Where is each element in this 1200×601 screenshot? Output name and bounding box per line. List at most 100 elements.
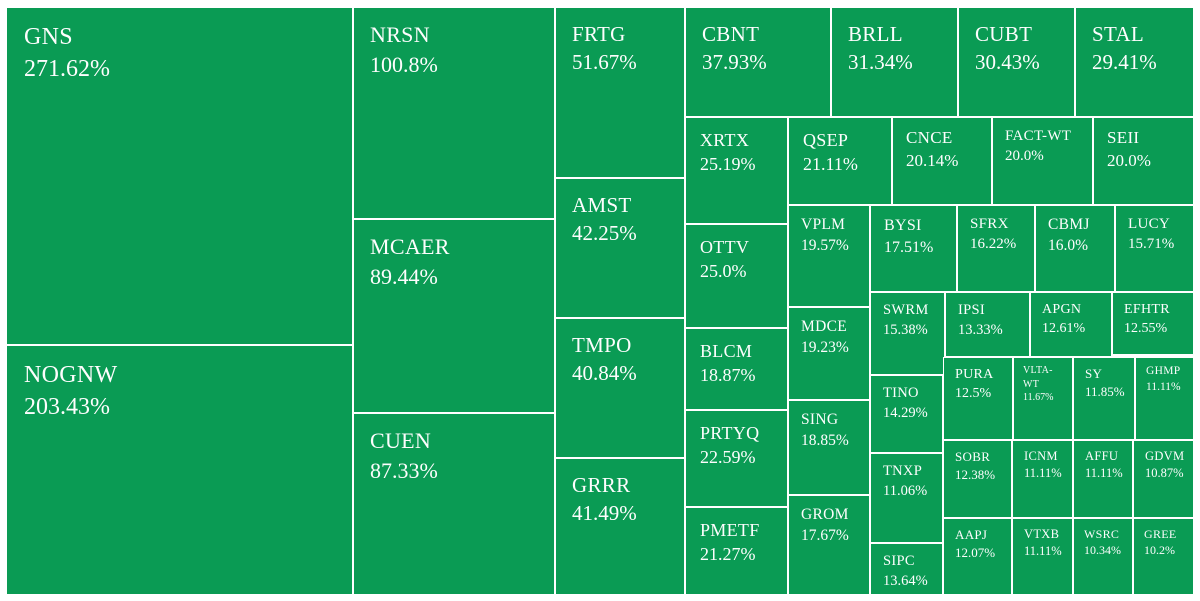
treemap-tile-tnxp[interactable]: TNXP 11.06%	[870, 453, 943, 543]
treemap-tile-lucy[interactable]: LUCY 15.71%	[1115, 205, 1194, 292]
tile-change-percent: 11.11%	[1024, 465, 1062, 480]
tile-ticker: SEII	[1107, 128, 1140, 147]
treemap-tile-cbnt[interactable]: CBNT 37.93%	[685, 7, 831, 117]
tile-change-percent: 25.19%	[700, 154, 756, 175]
treemap-tile-vtxb[interactable]: VTXB 11.11%	[1012, 518, 1073, 595]
treemap-tile-pmetf[interactable]: PMETF 21.27%	[685, 507, 788, 595]
tile-change-percent: 18.87%	[700, 365, 756, 386]
tile-change-percent: 16.22%	[970, 236, 1017, 253]
treemap-tile-gdvm[interactable]: GDVM 10.87%	[1133, 440, 1194, 518]
treemap-tile-gree[interactable]: GREE 10.2%	[1133, 518, 1194, 595]
treemap-tile-sipc[interactable]: SIPC 13.64%	[870, 543, 943, 595]
tile-change-percent: 22.59%	[700, 447, 756, 468]
treemap-tile-fact-wt[interactable]: FACT-WT 20.0%	[992, 117, 1093, 205]
treemap-tile-frtg[interactable]: FRTG 51.67%	[555, 7, 685, 178]
tile-change-percent: 11.67%	[1023, 392, 1054, 403]
treemap-tile-xrtx[interactable]: XRTX 25.19%	[685, 117, 788, 224]
tile-ticker: CUBT	[975, 22, 1033, 46]
treemap-tile-cubt[interactable]: CUBT 30.43%	[958, 7, 1075, 117]
treemap-tile-mcaer[interactable]: MCAER 89.44%	[353, 219, 555, 413]
tile-ticker: VTXB	[1024, 527, 1060, 541]
tile-change-percent: 100.8%	[370, 51, 438, 77]
treemap-tile-swrm[interactable]: SWRM 15.38%	[870, 292, 945, 375]
tile-change-percent: 13.64%	[883, 572, 928, 589]
tile-change-percent: 15.71%	[1128, 236, 1175, 253]
tile-ticker: LUCY	[1128, 216, 1171, 232]
tile-change-percent: 25.0%	[700, 261, 747, 282]
treemap-tile-qsep[interactable]: QSEP 21.11%	[788, 117, 892, 205]
treemap-tile-brll[interactable]: BRLL 31.34%	[831, 7, 958, 117]
tile-change-percent: 14.29%	[883, 404, 928, 421]
treemap-tile-bysi[interactable]: BYSI 17.51%	[870, 205, 957, 292]
treemap-tile-ipsi[interactable]: IPSI 13.33%	[945, 292, 1030, 357]
treemap-tile-nognw[interactable]: NOGNW 203.43%	[6, 345, 353, 595]
treemap-tile-sing[interactable]: SING 18.85%	[788, 400, 870, 495]
treemap-tile-blcm[interactable]: BLCM 18.87%	[685, 328, 788, 410]
treemap-tile-vplm[interactable]: VPLM 19.57%	[788, 205, 870, 307]
treemap-tile-wsrc[interactable]: WSRC 10.34%	[1073, 518, 1133, 595]
tile-change-percent: 10.2%	[1144, 543, 1175, 558]
tile-ticker: GDVM	[1145, 449, 1185, 463]
tile-ticker: OTTV	[700, 237, 750, 257]
treemap-tile-sy[interactable]: SY 11.85%	[1073, 357, 1135, 440]
tile-change-percent: 11.06%	[883, 482, 928, 499]
treemap-tile-ghmp[interactable]: GHMP 11.11%	[1135, 357, 1194, 440]
tile-ticker: GRRR	[572, 473, 631, 497]
tile-ticker: PMETF	[700, 520, 760, 540]
treemap-tile-pura[interactable]: PURA 12.5%	[943, 357, 1013, 440]
tile-ticker: CUEN	[370, 428, 432, 453]
treemap-tile-sfrx[interactable]: SFRX 16.22%	[957, 205, 1035, 292]
treemap-tile-vlta-wt[interactable]: VLTA-WT 11.67%	[1013, 357, 1073, 440]
tile-change-percent: 29.41%	[1092, 50, 1157, 75]
tile-ticker: VLTA-WT	[1023, 365, 1053, 390]
treemap-tile-cbmj[interactable]: CBMJ 16.0%	[1035, 205, 1115, 292]
treemap-tile-apgn[interactable]: APGN 12.61%	[1030, 292, 1112, 357]
tile-ticker: ICNM	[1024, 449, 1058, 463]
tile-change-percent: 21.11%	[803, 154, 858, 175]
treemap-tile-aapj[interactable]: AAPJ 12.07%	[943, 518, 1012, 595]
treemap-tile-stal[interactable]: STAL 29.41%	[1075, 7, 1194, 117]
treemap-tile-prtyq[interactable]: PRTYQ 22.59%	[685, 410, 788, 507]
tile-change-percent: 19.57%	[801, 236, 849, 254]
treemap-tile-mdce[interactable]: MDCE 19.23%	[788, 307, 870, 400]
treemap-tile-tino[interactable]: TINO 14.29%	[870, 375, 943, 453]
tile-ticker: AMST	[572, 193, 632, 217]
treemap-tile-nrsn[interactable]: NRSN 100.8%	[353, 7, 555, 219]
tile-change-percent: 12.38%	[955, 466, 996, 482]
tile-change-percent: 15.38%	[883, 321, 928, 338]
treemap-tile-seii[interactable]: SEII 20.0%	[1093, 117, 1194, 205]
treemap-tile-grom[interactable]: GROM 17.67%	[788, 495, 870, 595]
tile-ticker: GROM	[801, 506, 849, 523]
treemap-tile-grrr[interactable]: GRRR 41.49%	[555, 458, 685, 595]
tile-ticker: FACT-WT	[1005, 128, 1072, 144]
treemap-tile-icnm[interactable]: ICNM 11.11%	[1012, 440, 1073, 518]
tile-change-percent: 18.85%	[801, 431, 849, 449]
tile-ticker: WSRC	[1084, 527, 1120, 541]
tile-ticker: FRTG	[572, 22, 626, 46]
treemap-tile-sobr[interactable]: SOBR 12.38%	[943, 440, 1012, 518]
treemap-tile-amst[interactable]: AMST 42.25%	[555, 178, 685, 318]
tile-change-percent: 21.27%	[700, 544, 756, 565]
tile-ticker: TNXP	[883, 463, 923, 479]
treemap-tile-tmpo[interactable]: TMPO 40.84%	[555, 318, 685, 458]
tile-ticker: AAPJ	[955, 527, 988, 542]
tile-change-percent: 42.25%	[572, 221, 637, 246]
tile-change-percent: 87.33%	[370, 457, 438, 483]
treemap-tile-efhtr[interactable]: EFHTR 12.55%	[1112, 292, 1194, 355]
tile-ticker: MDCE	[801, 318, 847, 335]
treemap-tile-gns[interactable]: GNS 271.62%	[6, 7, 353, 345]
tile-change-percent: 10.34%	[1084, 543, 1121, 558]
tile-change-percent: 203.43%	[24, 394, 110, 421]
tile-ticker: QSEP	[803, 130, 849, 150]
tile-change-percent: 37.93%	[702, 50, 767, 75]
tile-change-percent: 40.84%	[572, 361, 637, 386]
tile-ticker: STAL	[1092, 22, 1145, 46]
treemap-tile-cuen[interactable]: CUEN 87.33%	[353, 413, 555, 595]
tile-change-percent: 13.33%	[958, 321, 1003, 338]
treemap-tile-cnce[interactable]: CNCE 20.14%	[892, 117, 992, 205]
tile-change-percent: 19.23%	[801, 338, 849, 356]
tile-ticker: SY	[1085, 366, 1103, 381]
treemap-tile-ottv[interactable]: OTTV 25.0%	[685, 224, 788, 328]
tile-ticker: BLCM	[700, 341, 753, 361]
treemap-tile-affu[interactable]: AFFU 11.11%	[1073, 440, 1133, 518]
